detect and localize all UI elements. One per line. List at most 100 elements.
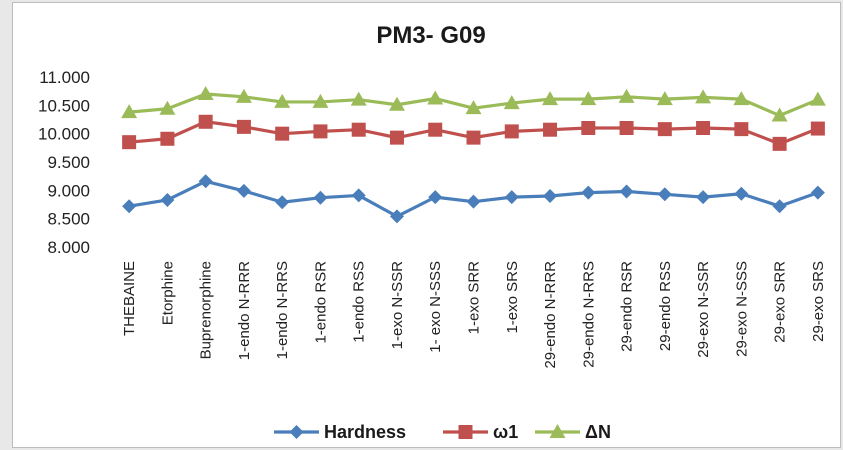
data-point	[656, 91, 673, 106]
data-point	[581, 185, 596, 200]
data-point	[657, 187, 672, 202]
axes: 8.000 8.500 9.000 9.500 10.000 10.500 11.000 TH…	[38, 68, 827, 369]
data-point	[504, 190, 519, 205]
data-point	[160, 131, 175, 146]
legend: Hardness ω1 ΔN	[274, 422, 611, 442]
data-point	[274, 93, 291, 108]
data-point	[389, 130, 404, 145]
data-point	[351, 122, 366, 137]
legend-entry: ΔN	[535, 422, 611, 442]
x-tick-label: 29-endo RSS	[657, 261, 674, 351]
data-point	[772, 136, 787, 151]
x-tick-label: 1-exo SRS	[504, 261, 521, 334]
series-triangle	[121, 86, 826, 122]
data-point	[733, 91, 750, 106]
x-tick-label: 1-endo N-RRS	[274, 261, 291, 359]
data-point	[122, 135, 137, 150]
x-tick-label: 1-endo RSS	[351, 261, 368, 343]
data-point	[388, 96, 405, 111]
x-tick-label: 29-endo N-RRR	[542, 261, 559, 369]
legend-marker	[458, 425, 473, 439]
series-square	[122, 114, 825, 151]
data-point	[696, 121, 711, 135]
data-point	[772, 199, 787, 214]
data-point	[619, 184, 634, 199]
x-tick-label: 1-exo SRR	[466, 261, 483, 335]
y-tick-label: 8.500	[47, 210, 90, 229]
data-point	[160, 192, 175, 207]
data-point	[389, 209, 404, 224]
data-point	[696, 190, 711, 205]
data-point	[313, 124, 328, 139]
data-point	[465, 100, 482, 115]
legend-label: ω1	[493, 422, 518, 442]
data-point	[236, 183, 251, 198]
x-tick-label: 1-endo N-RRR	[236, 261, 253, 360]
x-tick-label: THEBAINE	[121, 261, 138, 336]
data-point	[734, 122, 749, 137]
x-tick-label: 29-endo N-RRS	[580, 261, 597, 368]
x-tick-label: 29-exo N-SSR	[695, 261, 712, 358]
data-point	[657, 122, 672, 137]
data-point	[198, 114, 213, 129]
data-point	[313, 190, 328, 205]
data-point	[159, 100, 176, 115]
data-point	[235, 88, 252, 103]
legend-entry: Hardness	[274, 422, 406, 442]
y-tick-label: 10.000	[38, 125, 90, 144]
legend-entry: ω1	[443, 422, 518, 442]
x-tick-label: 1-exo N-SSR	[389, 261, 406, 350]
data-point	[810, 185, 825, 200]
data-point	[695, 89, 712, 104]
x-tick-label: 29-exo N-SSS	[733, 261, 750, 357]
legend-marker	[289, 425, 304, 439]
x-tick-label: Buprenorphine	[198, 261, 215, 359]
legend-label: Hardness	[324, 422, 406, 442]
data-point	[350, 91, 367, 106]
data-point	[542, 91, 559, 106]
data-point	[543, 189, 558, 203]
y-tick-label: 8.000	[47, 238, 90, 257]
data-point	[581, 121, 596, 135]
data-point	[122, 199, 137, 214]
data-point	[503, 95, 520, 110]
y-tick-label: 10.500	[38, 96, 90, 115]
data-point	[543, 122, 558, 137]
data-point	[351, 188, 366, 203]
data-point	[810, 121, 825, 136]
data-point	[734, 186, 749, 201]
data-point	[428, 122, 443, 137]
line-chart: PM3- G09 8.000 8.500 9.000 9.500 10.000 10.50…	[38, 22, 827, 442]
data-point	[275, 126, 290, 141]
data-point	[236, 119, 251, 134]
data-point	[809, 91, 826, 106]
legend-marker	[549, 424, 566, 438]
data-point	[618, 88, 635, 103]
y-tick-label: 9.000	[47, 181, 90, 200]
x-tick-label: 1- exo N-SSS	[427, 261, 444, 353]
x-tick-label: Etorphine	[159, 261, 176, 325]
data-point	[275, 195, 290, 210]
chart-title: PM3- G09	[376, 22, 485, 49]
legend-label: ΔN	[585, 422, 611, 442]
data-point	[121, 104, 138, 119]
y-tick-label: 11.000	[39, 68, 90, 87]
data-point	[504, 124, 519, 139]
y-tick-label: 9.500	[47, 153, 90, 172]
data-point	[197, 86, 214, 100]
series-diamond	[122, 174, 825, 224]
x-tick-label: 29-endo RSR	[619, 261, 636, 352]
x-tick-label: 29-exo SRS	[810, 261, 827, 342]
data-point	[198, 174, 213, 189]
data-point	[428, 190, 443, 205]
chart-frame: PM3- G09 8.000 8.500 9.000 9.500 10.000 10.50…	[12, 2, 841, 448]
x-tick-label: 1-endo RSR	[312, 261, 329, 344]
data-point	[466, 194, 481, 209]
data-point	[619, 121, 634, 135]
series-layer	[121, 86, 826, 224]
data-point	[466, 130, 481, 145]
data-point	[771, 107, 788, 122]
x-tick-label: 29-exo SRR	[772, 261, 789, 343]
data-point	[427, 90, 444, 105]
data-point	[580, 91, 597, 106]
